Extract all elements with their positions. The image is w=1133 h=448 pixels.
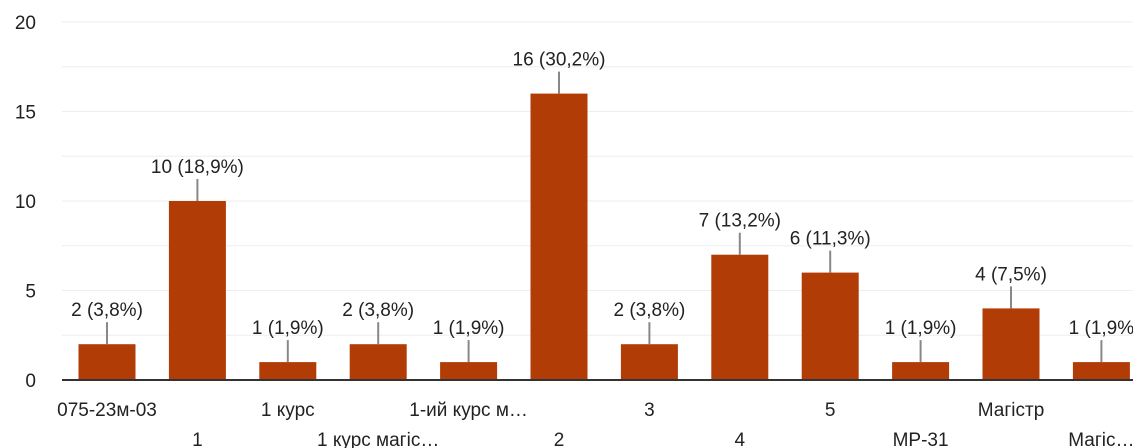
bar	[440, 362, 498, 380]
data-label: 1 (1,9%)	[433, 318, 505, 339]
x-tick-label: МР-31	[893, 430, 949, 448]
bar	[168, 201, 226, 380]
data-label: 2 (3,8%)	[342, 300, 414, 321]
bar	[801, 272, 859, 380]
x-tick-label: 4	[735, 430, 746, 448]
y-tick-label: 20	[15, 13, 36, 34]
bar	[259, 362, 317, 380]
data-label: 16 (30,2%)	[513, 50, 606, 71]
bar	[1072, 362, 1130, 380]
data-label: 4 (7,5%)	[975, 264, 1047, 285]
bar	[620, 344, 678, 380]
data-label: 2 (3,8%)	[71, 300, 143, 321]
x-tick-label: 1 курс магіс…	[317, 430, 439, 448]
x-tick-label: Магістр	[978, 400, 1045, 421]
data-label: 6 (11,3%)	[790, 229, 871, 250]
bar	[711, 254, 769, 380]
x-tick-label: 1-ий курс м…	[409, 400, 528, 421]
bars: 2 (3,8%) 10 (18,9%) 1 (1,9%) 2 (3,8%) 1 (1,9…	[71, 50, 1133, 380]
y-tick-label: 0	[25, 371, 36, 392]
x-tick-label: 1 курс	[261, 400, 315, 421]
y-tick-label: 5	[25, 282, 36, 303]
bar	[349, 344, 407, 380]
data-label: 2 (3,8%)	[613, 300, 685, 321]
x-tick-label: 1	[192, 430, 203, 448]
x-tick-label: Магіс…	[1068, 430, 1133, 448]
y-axis-ticks: 0 5 10 15 20	[15, 13, 36, 392]
x-tick-label: 075-23м-03	[57, 400, 157, 421]
data-label: 1 (1,9%	[1069, 318, 1133, 339]
data-label: 7 (13,2%)	[699, 211, 781, 232]
bar	[982, 308, 1040, 380]
bar	[892, 362, 950, 380]
data-label: 10 (18,9%)	[151, 157, 244, 178]
bar	[78, 344, 136, 380]
y-tick-label: 10	[15, 192, 36, 213]
grid-lines	[62, 21, 1133, 336]
x-tick-label: 2	[554, 430, 565, 448]
data-label: 1 (1,9%)	[252, 318, 324, 339]
x-tick-label: 5	[825, 400, 836, 421]
x-tick-label: 3	[644, 400, 655, 421]
bar	[530, 93, 588, 380]
y-tick-label: 15	[15, 103, 36, 124]
data-label: 1 (1,9%)	[885, 318, 957, 339]
